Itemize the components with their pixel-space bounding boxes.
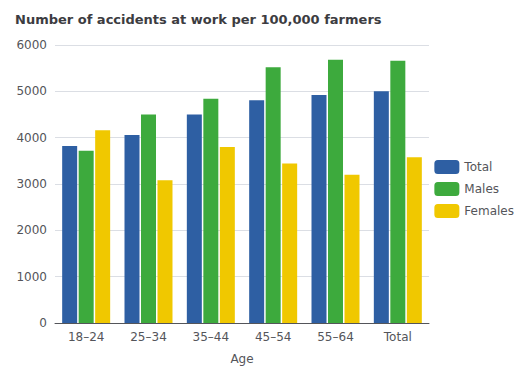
svg-text:3000: 3000 <box>16 177 47 191</box>
svg-text:18–24: 18–24 <box>68 330 105 344</box>
svg-text:Total: Total <box>383 330 412 344</box>
svg-text:0: 0 <box>39 316 47 330</box>
svg-text:Females: Females <box>464 204 514 218</box>
svg-text:Total: Total <box>463 160 492 174</box>
svg-text:5000: 5000 <box>16 84 47 98</box>
svg-text:35–44: 35–44 <box>193 330 230 344</box>
svg-text:Number of accidents at work pe: Number of accidents at work per 100,000 … <box>15 12 382 27</box>
svg-text:Age: Age <box>230 352 253 366</box>
svg-text:25–34: 25–34 <box>130 330 167 344</box>
svg-text:55–64: 55–64 <box>317 330 354 344</box>
svg-text:2000: 2000 <box>16 223 47 237</box>
svg-text:6000: 6000 <box>16 38 47 52</box>
svg-text:Males: Males <box>464 182 499 196</box>
svg-text:1000: 1000 <box>16 270 47 284</box>
svg-text:45–54: 45–54 <box>255 330 292 344</box>
svg-text:4000: 4000 <box>16 131 47 145</box>
